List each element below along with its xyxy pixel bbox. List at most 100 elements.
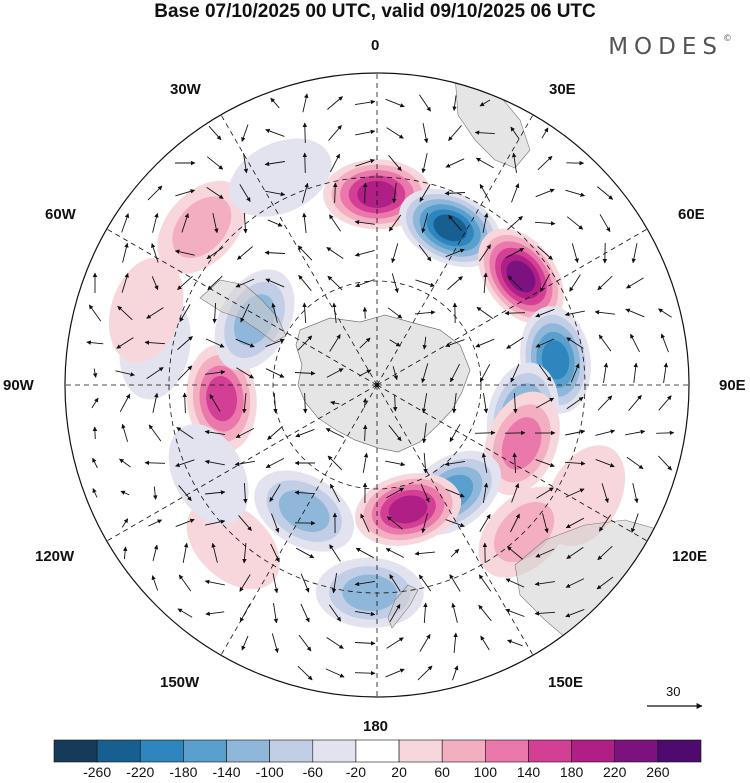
- wind-arrow: [354, 641, 376, 646]
- wind-arrow: [421, 153, 428, 174]
- anomaly-center-30w: [229, 138, 332, 217]
- wind-arrow: [388, 155, 402, 172]
- wind-arrow: [302, 93, 309, 113]
- wind-arrow: [270, 97, 280, 109]
- anomaly-contour: [186, 500, 280, 590]
- wind-arrow: [449, 424, 461, 443]
- wind-arrow: [391, 243, 399, 264]
- wind-arrow: [328, 604, 342, 622]
- wind-arrow: [386, 516, 403, 530]
- wind-arrow: [329, 544, 341, 562]
- wind-arrow: [538, 364, 552, 382]
- wind-arrow: [267, 219, 283, 227]
- wind-arrow: [510, 513, 520, 533]
- wind-arrow: [565, 578, 585, 588]
- colorbar-tick-label: -220: [126, 764, 155, 780]
- wind-arrow: [483, 272, 488, 294]
- wind-arrow: [121, 423, 129, 442]
- wind-arrow: [415, 279, 435, 287]
- wind-arrow: [297, 335, 313, 351]
- colorbar-tick-label: -180: [169, 764, 198, 780]
- wind-arrow: [569, 274, 581, 292]
- wind-arrow: [182, 392, 188, 414]
- wind-arrow: [385, 98, 405, 108]
- wind-arrow: [269, 484, 281, 502]
- wind-arrow: [265, 190, 286, 197]
- wind-arrow: [599, 214, 611, 233]
- wind-arrow: [355, 129, 376, 136]
- wind-arrow: [386, 127, 404, 139]
- wind-arrow: [598, 514, 612, 532]
- wind-arrow: [271, 302, 278, 323]
- wind-arrow: [272, 573, 279, 594]
- wind-arrow: [506, 337, 524, 349]
- wind-arrow: [300, 573, 310, 593]
- wind-arrow: [243, 153, 249, 174]
- brand-mark: ©: [723, 34, 732, 44]
- wind-arrow: [389, 574, 401, 592]
- wind-arrow: [542, 513, 549, 534]
- colorbar-segment: [398, 739, 443, 763]
- wind-arrow: [507, 215, 523, 231]
- colorbar-tick-label: -140: [212, 764, 241, 780]
- wind-arrow: [414, 551, 436, 556]
- anomaly-contour: [229, 138, 332, 217]
- wind-arrow: [332, 182, 338, 204]
- wind-arrow: [179, 304, 191, 322]
- wind-arrow: [358, 369, 372, 377]
- wind-arrow: [239, 603, 251, 623]
- lon-label-60w: 60W: [45, 206, 76, 223]
- wind-arrow: [294, 490, 316, 495]
- colorbar-tick-label: -20: [345, 764, 367, 780]
- wind-arrow: [565, 608, 585, 618]
- wind-arrow: [297, 665, 313, 681]
- wind-arrow: [445, 248, 465, 258]
- lon-label-90e: 90E: [719, 377, 746, 394]
- wind-arrow: [510, 363, 520, 383]
- colorbar-segment: [571, 739, 616, 763]
- wind-arrow: [511, 483, 520, 503]
- wind-arrow: [389, 603, 401, 622]
- wind-arrow: [448, 215, 462, 231]
- wind-arrow: [482, 212, 489, 233]
- colorbar-tick-label: 20: [391, 764, 407, 780]
- lon-label-150w: 150W: [160, 674, 200, 691]
- wind-arrow: [242, 392, 247, 414]
- wind-arrow: [479, 244, 491, 262]
- wind-arrow: [88, 304, 102, 322]
- anomaly-contour: [433, 214, 468, 242]
- wind-arrow: [392, 394, 398, 412]
- wind-arrow: [511, 152, 517, 173]
- wind-arrow: [181, 213, 189, 233]
- wind-arrow: [121, 213, 130, 233]
- wind-arrow: [537, 155, 553, 171]
- wind-arrow: [355, 279, 375, 288]
- wind-arrow: [385, 460, 406, 467]
- wind-arrow: [205, 611, 225, 616]
- wind-arrow: [177, 336, 193, 350]
- wind-arrow: [239, 184, 251, 202]
- wind-arrow: [479, 363, 491, 383]
- wind-arrow: [354, 249, 375, 257]
- wind-arrow: [326, 637, 344, 649]
- wind-arrow: [451, 602, 458, 623]
- wind-arrow: [330, 483, 340, 503]
- wind-arrow: [122, 242, 129, 263]
- wind-arrow: [205, 490, 226, 495]
- wind-arrow: [478, 574, 492, 592]
- wind-arrow: [151, 575, 159, 591]
- anomaly-contour: [541, 340, 570, 380]
- wind-arrow: [419, 634, 431, 652]
- wind-arrow: [294, 371, 316, 376]
- wind-arrow: [298, 274, 312, 291]
- wind-arrow: [177, 608, 193, 618]
- colorbar-tick-label: -260: [83, 764, 112, 780]
- wind-arrow: [478, 604, 492, 622]
- wind-arrow: [566, 216, 584, 230]
- wind-arrow: [152, 544, 159, 562]
- wind-arrow: [445, 339, 465, 348]
- wind-arrow: [483, 393, 489, 414]
- wind-arrow: [92, 426, 98, 440]
- wind-arrow: [535, 338, 555, 348]
